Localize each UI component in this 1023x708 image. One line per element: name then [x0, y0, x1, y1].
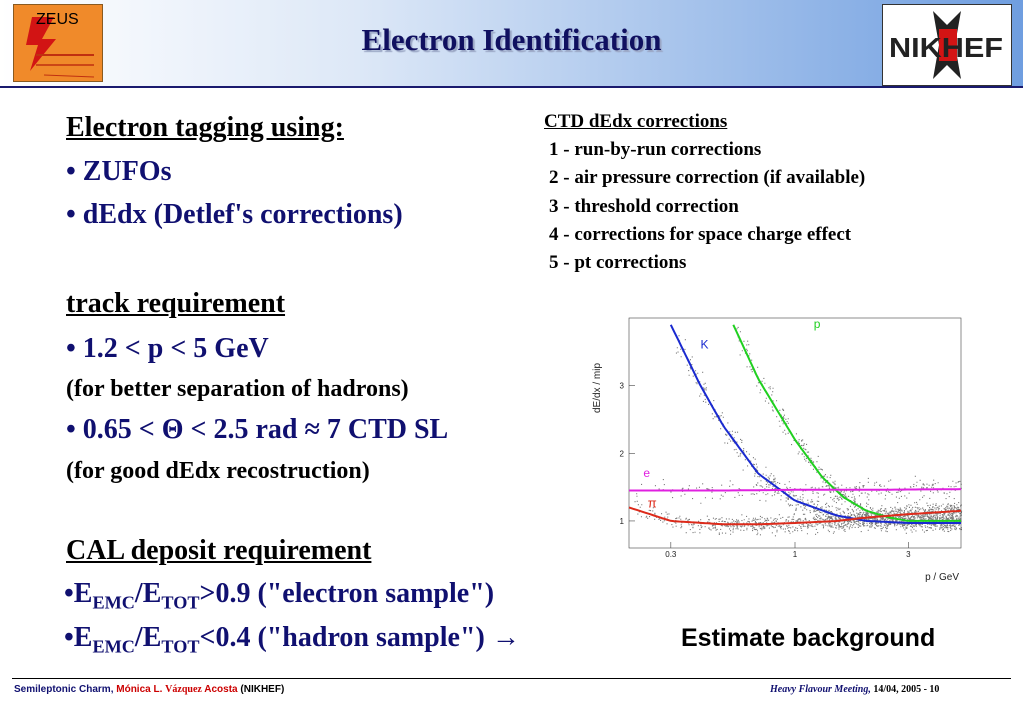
y-axis-label: dE/dx / mip [592, 363, 603, 413]
heading-track-requirement: track requirement [66, 288, 286, 319]
ctd-item-2: 2 - air pressure correction (if availabl… [549, 167, 866, 188]
header-band [0, 0, 1023, 86]
header-divider [0, 86, 1023, 88]
footer-left: Semileptonic Charm, Mónica L. Vázquez Ac… [14, 684, 285, 695]
plot-labels: 0.3 1 3 1 2 3 Kp e π dE/dx / mip p / GeV [592, 317, 959, 583]
heading-cal-deposit: CAL deposit requirement [66, 535, 372, 566]
page-title: Electron Identification [361, 22, 662, 57]
footer-divider [12, 678, 1011, 679]
band-curves [628, 324, 962, 526]
curve-p [732, 324, 961, 522]
zeus-logo-text: ZEUS [36, 11, 79, 28]
scatter-points [634, 325, 963, 537]
x-tick-label: 0.3 [665, 550, 677, 559]
y-tick-label: 3 [620, 382, 625, 391]
heading-electron-tagging: Electron tagging using: [66, 112, 344, 143]
series-label-k: K [700, 337, 708, 351]
cal-electron-sample: •EEMC/ETOT>0.9 ("electron sample") [64, 578, 495, 613]
series-label-p: p [814, 317, 821, 331]
y-tick-label: 1 [620, 517, 625, 526]
x-tick-label: 1 [793, 550, 798, 559]
x-axis-label: p / GeV [925, 572, 959, 583]
bullet-theta: • 0.65 < Θ < 2.5 rad ≈ 7 CTD SL [66, 414, 449, 445]
bullet-dedx: • dEdx (Detlef's corrections) [66, 199, 403, 230]
zeus-logo: ZEUS [13, 4, 103, 82]
series-label-pi: π [648, 495, 657, 510]
lightning-icon [26, 17, 95, 78]
ctd-item-1: 1 - run-by-run corrections [549, 139, 762, 160]
note-momentum: (for better separation of hadrons) [66, 376, 409, 402]
ctd-item-3: 3 - threshold correction [549, 196, 739, 217]
cal-hadron-sample: •EEMC/ETOT<0.4 ("hadron sample") → [64, 622, 520, 657]
series-label-e: e [643, 466, 650, 480]
x-tick-label: 3 [906, 550, 911, 559]
y-tick-label: 2 [620, 449, 625, 458]
footer-right: Heavy Flavour Meeting, 14/04, 2005 - 10 [770, 684, 940, 695]
plot-frame [628, 317, 962, 549]
bullet-zufos: • ZUFOs [66, 156, 172, 187]
scatter-cloud [634, 325, 963, 537]
note-theta: (for good dEdx recostruction) [66, 458, 370, 484]
estimate-background: Estimate background [681, 624, 936, 652]
ctd-corrections-title: CTD dEdx corrections [544, 111, 728, 132]
curve-e [629, 488, 962, 492]
nikhef-logo-text: NIKHEF [889, 32, 1003, 63]
curve-pi [628, 506, 962, 526]
ctd-item-4: 4 - corrections for space charge effect [549, 224, 852, 245]
nikhef-logo: NIKHEF [882, 4, 1012, 86]
curve-k [669, 324, 961, 524]
dedx-vs-momentum-plot: 0.3 1 3 1 2 3 Kp e π dE/dx / mip p / GeV [592, 317, 963, 583]
ctd-item-5: 5 - pt corrections [549, 252, 687, 273]
bullet-momentum: • 1.2 < p < 5 GeV [66, 333, 269, 364]
